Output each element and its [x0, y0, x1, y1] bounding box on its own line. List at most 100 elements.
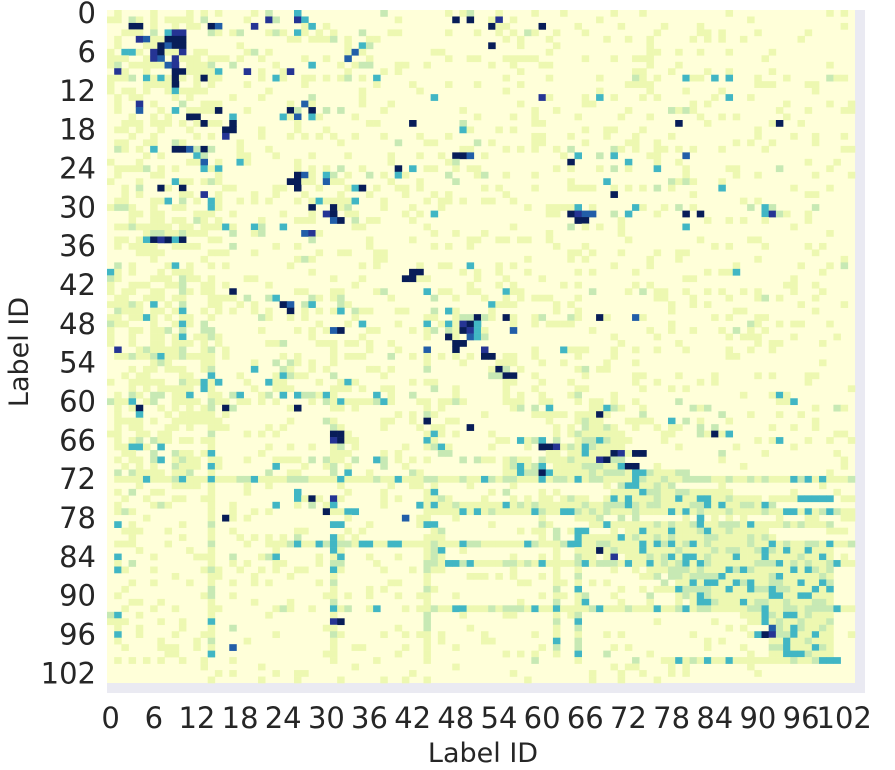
heatmap-cell	[840, 132, 849, 140]
heatmap-cell	[725, 217, 734, 224]
heatmap-cell	[703, 35, 712, 43]
heatmap-cell	[775, 475, 784, 483]
heatmap-cell	[675, 145, 683, 153]
heatmap-cell	[588, 534, 597, 541]
heatmap-cell	[610, 566, 618, 574]
heatmap-cell	[337, 165, 345, 173]
heatmap-cell	[423, 61, 431, 69]
heatmap-cell	[473, 572, 482, 580]
heatmap-cell	[581, 462, 590, 470]
heatmap-cell	[294, 327, 302, 334]
heatmap-cell	[718, 521, 726, 528]
heatmap-cell	[531, 132, 539, 140]
heatmap-cell	[495, 184, 503, 192]
heatmap-cell	[783, 585, 791, 593]
heatmap-cell	[178, 482, 187, 490]
heatmap-cell	[135, 404, 144, 412]
y-tick-label: 48	[59, 307, 96, 341]
heatmap-cell	[358, 262, 367, 270]
heatmap-cell	[761, 527, 769, 535]
heatmap-cell	[624, 553, 633, 561]
heatmap-cell	[128, 475, 137, 483]
heatmap-cell	[531, 385, 539, 393]
heatmap-cell	[207, 456, 216, 464]
heatmap-cell	[488, 197, 496, 205]
heatmap-cell	[178, 139, 187, 147]
heatmap-cell	[186, 268, 194, 276]
heatmap-cell	[775, 495, 784, 503]
heatmap-cell	[193, 352, 201, 360]
heatmap-cell	[222, 184, 230, 192]
heatmap-cell	[725, 572, 734, 580]
heatmap-cell	[186, 223, 194, 231]
heatmap-cell	[308, 443, 316, 451]
heatmap-cell	[682, 152, 690, 160]
heatmap-cell	[157, 217, 165, 224]
heatmap-cell	[682, 469, 690, 477]
heatmap-cell	[222, 249, 230, 257]
heatmap-cell	[574, 475, 582, 483]
heatmap-cell	[653, 585, 662, 593]
heatmap-cell	[207, 365, 216, 373]
heatmap-cell	[200, 48, 208, 56]
heatmap-cell	[754, 579, 762, 587]
heatmap-cell	[373, 217, 381, 224]
heatmap-cell	[646, 475, 654, 483]
heatmap-cell	[617, 113, 626, 121]
heatmap-cell	[114, 236, 122, 244]
heatmap-cell	[358, 165, 367, 173]
heatmap-cell	[804, 637, 813, 645]
heatmap-cell	[107, 320, 115, 328]
heatmap-cell	[258, 430, 266, 438]
heatmap-cell	[675, 204, 683, 211]
heatmap-cell	[445, 158, 453, 166]
heatmap-cell	[596, 16, 604, 24]
heatmap-cell	[409, 456, 417, 464]
heatmap-cell	[150, 22, 158, 30]
heatmap-cell	[373, 74, 381, 82]
heatmap-cell	[574, 611, 582, 619]
heatmap-cell	[581, 424, 590, 431]
heatmap-cell	[617, 508, 626, 516]
heatmap-cell	[135, 307, 144, 315]
heatmap-cell	[286, 598, 295, 606]
heatmap-cell	[768, 534, 777, 541]
heatmap-cell	[711, 566, 719, 574]
heatmap-cell	[689, 572, 698, 580]
heatmap-cell	[509, 359, 518, 367]
heatmap-cell	[495, 501, 503, 509]
heatmap-cell	[696, 508, 705, 516]
heatmap-cell	[157, 184, 165, 192]
heatmap-cell	[725, 74, 734, 82]
heatmap-cell	[495, 540, 503, 548]
heatmap-cell	[481, 171, 489, 179]
heatmap-cell	[660, 547, 669, 554]
heatmap-cell	[668, 605, 676, 613]
y-tick-label: 0	[78, 0, 96, 30]
heatmap-cell	[308, 456, 316, 464]
heatmap-cell	[430, 501, 439, 509]
heatmap-cell	[409, 378, 417, 386]
heatmap-cell	[711, 242, 719, 250]
heatmap-cell	[286, 301, 295, 308]
heatmap-cell	[229, 514, 237, 522]
heatmap-cell	[128, 333, 137, 341]
heatmap-cell	[294, 113, 302, 121]
heatmap-cell	[588, 456, 597, 464]
heatmap-cell	[157, 352, 165, 360]
heatmap-cell	[164, 359, 173, 367]
heatmap-cell	[639, 540, 647, 548]
heatmap-cell	[135, 469, 144, 477]
heatmap-cell	[581, 598, 590, 606]
heatmap-cell	[481, 475, 489, 483]
heatmap-cell	[344, 540, 352, 548]
heatmap-cell	[847, 100, 856, 108]
heatmap-cell	[646, 469, 654, 477]
heatmap-cell	[380, 132, 388, 140]
heatmap-cell	[531, 475, 539, 483]
heatmap-cell	[178, 352, 187, 360]
heatmap-cell	[150, 171, 158, 179]
heatmap-cell	[171, 469, 180, 477]
heatmap-cell	[337, 204, 345, 211]
heatmap-cell	[761, 204, 769, 211]
